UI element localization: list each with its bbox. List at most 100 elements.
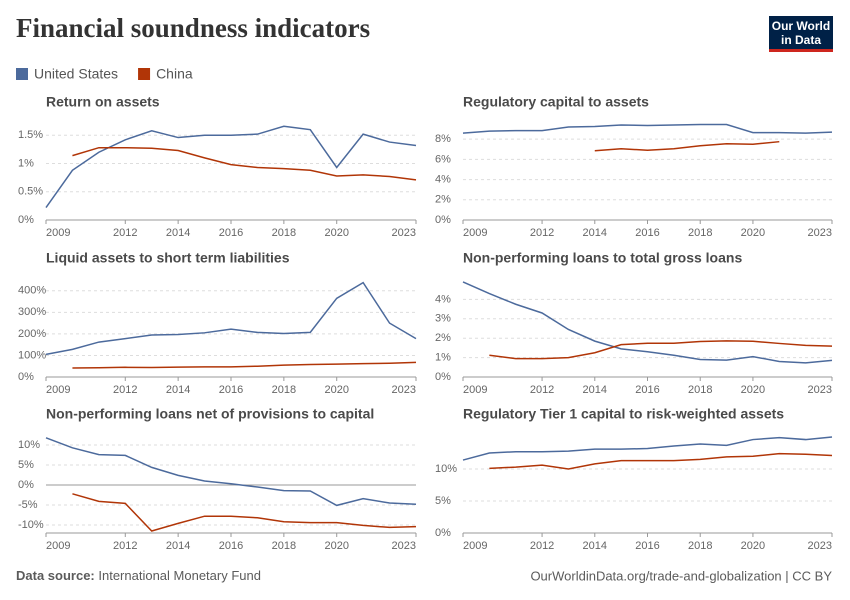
x-tick-label: 2023 [808,540,832,552]
x-tick-label: 2014 [583,540,607,552]
y-tick-label: 0.5% [18,186,43,198]
panel-title: Non-performing loans to total gross loan… [463,250,742,266]
x-tick-label: 2014 [166,384,190,396]
legend-swatch [16,68,28,80]
series-line [72,361,417,369]
x-tick-label: 2014 [166,540,190,552]
x-tick-label: 2009 [46,227,70,239]
x-tick-label: 2012 [530,227,554,239]
y-tick-label: 0% [435,214,451,226]
x-tick-label: 2016 [219,540,243,552]
y-tick-label: 0% [18,479,34,491]
series-line [462,436,833,461]
y-tick-label: 1.5% [18,129,43,141]
y-tick-label: 5% [435,495,451,507]
x-tick-label: 2023 [808,384,832,396]
x-tick-label: 2012 [530,540,554,552]
y-tick-label: -10% [18,519,44,531]
x-tick-label: 2009 [46,540,70,552]
y-tick-label: 0% [435,527,451,539]
y-tick-label: 400% [18,285,46,297]
legend-label: United States [34,66,118,82]
x-tick-label: 2014 [583,227,607,239]
x-tick-label: 2023 [392,227,416,239]
x-tick-label: 2014 [583,384,607,396]
y-tick-label: 200% [18,328,46,340]
y-tick-label: 1% [435,352,451,364]
y-tick-label: 3% [435,313,451,325]
series-line [45,125,417,209]
x-tick-label: 2012 [113,384,137,396]
series-line [462,281,833,364]
x-tick-label: 2016 [219,384,243,396]
y-tick-label: 0% [18,371,34,383]
series-line [45,281,417,356]
panel-title: Regulatory Tier 1 capital to risk-weight… [463,406,784,422]
x-tick-label: 2018 [272,227,296,239]
x-tick-label: 2020 [741,227,765,239]
x-tick-label: 2012 [113,540,137,552]
y-tick-label: 5% [18,459,34,471]
y-tick-label: 0% [435,371,451,383]
footer-source: Data source: International Monetary Fund [16,568,261,583]
logo-text: Our World [772,19,830,33]
x-tick-label: 2018 [688,540,712,552]
x-tick-label: 2023 [808,227,832,239]
page-title: Financial soundness indicators [16,13,370,43]
legend-label: China [156,66,193,82]
y-tick-label: 2% [435,332,451,344]
y-tick-label: 0% [18,214,34,226]
logo-text: in Data [781,33,821,47]
x-tick-label: 2009 [463,540,487,552]
series-line [45,437,417,507]
y-tick-label: 2% [435,194,451,206]
x-tick-label: 2012 [530,384,554,396]
legend-swatch [138,68,151,80]
x-tick-label: 2018 [688,227,712,239]
x-tick-label: 2020 [741,540,765,552]
footer-url[interactable]: OurWorldinData.org/trade-and-globalizati… [530,568,832,583]
source: International Monetary Fund [98,568,261,583]
y-tick-label: 1% [18,157,34,169]
x-tick-label: 2018 [272,540,296,552]
panel-title: Return on assets [46,94,160,110]
series-line [489,452,833,470]
series-line [72,146,417,181]
y-tick-label: 8% [435,133,451,145]
x-tick-label: 2009 [46,384,70,396]
source-label: Data source: [16,568,95,583]
x-tick-label: 2016 [635,540,659,552]
x-tick-label: 2016 [635,384,659,396]
series-line [462,123,833,134]
x-tick-label: 2009 [463,227,487,239]
x-tick-label: 2018 [688,384,712,396]
logo-stripe [769,49,833,52]
x-tick-label: 2020 [741,384,765,396]
logo-box[interactable] [769,16,833,52]
x-tick-label: 2020 [324,540,348,552]
x-tick-label: 2018 [272,384,296,396]
series-line [72,493,417,532]
panel-title: Non-performing loans net of provisions t… [46,406,374,422]
panel-title: Regulatory capital to assets [463,94,649,110]
y-tick-label: 10% [435,463,457,475]
y-tick-label: 10% [18,439,40,451]
x-tick-label: 2009 [463,384,487,396]
x-tick-label: 2020 [324,384,348,396]
x-tick-label: 2023 [392,540,416,552]
y-tick-label: -5% [18,499,38,511]
x-tick-label: 2016 [219,227,243,239]
panel-title: Liquid assets to short term liabilities [46,250,290,266]
x-tick-label: 2014 [166,227,190,239]
x-tick-label: 2012 [113,227,137,239]
x-tick-label: 2020 [324,227,348,239]
series-line [489,340,833,360]
series-line [594,140,780,152]
x-tick-label: 2016 [635,227,659,239]
x-tick-label: 2023 [392,384,416,396]
y-tick-label: 4% [435,293,451,305]
y-tick-label: 100% [18,349,46,361]
y-tick-label: 6% [435,153,451,165]
y-tick-label: 4% [435,173,451,185]
